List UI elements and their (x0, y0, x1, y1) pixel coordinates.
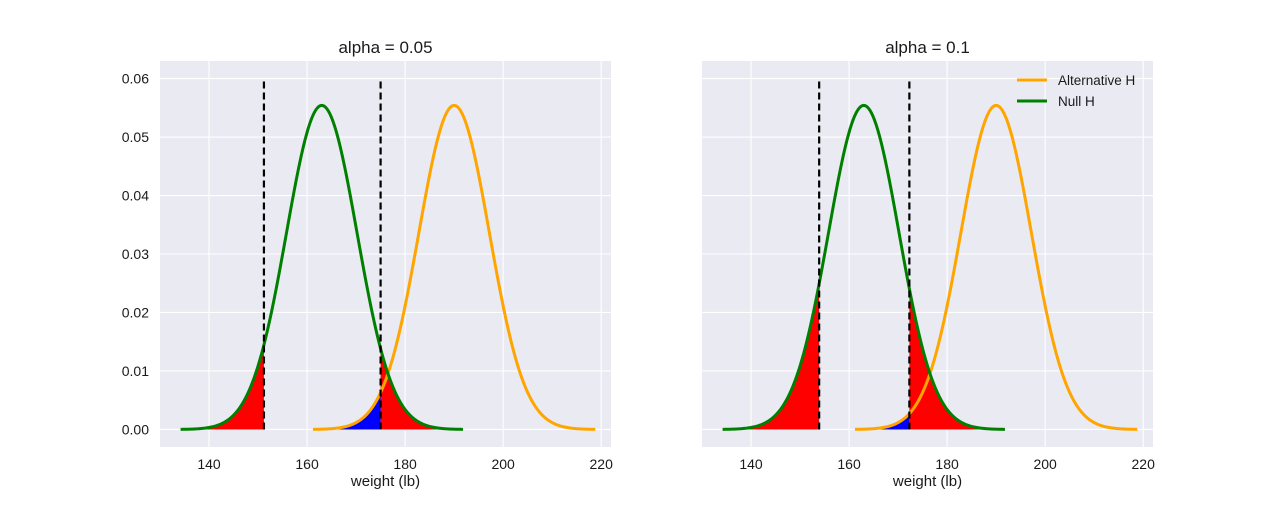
alpha-region-1 (722, 283, 820, 430)
x-tick-label: 140 (739, 456, 763, 472)
x-axis-label: weight (lb) (350, 473, 420, 490)
x-tick-label: 200 (491, 456, 515, 472)
plot-content (180, 78, 596, 431)
legend-label: Null H (1058, 94, 1095, 109)
x-tick-label: 140 (197, 456, 221, 472)
x-tick-label: 160 (837, 456, 861, 472)
y-tick-label: 0.03 (122, 246, 149, 262)
null-h-curve (722, 103, 1006, 431)
y-tick-label: 0.00 (122, 421, 149, 437)
y-tick-label: 0.01 (122, 363, 149, 379)
alpha-region-2 (909, 288, 1005, 430)
y-tick-label: 0.04 (122, 188, 149, 204)
x-tick-label: 220 (1132, 456, 1156, 472)
chart-panel-2: 140 160 180 200 220 alpha = 0.1 weight (lb) Alt… (702, 38, 1155, 490)
chart-title: alpha = 0.05 (338, 38, 432, 57)
alpha-region-1 (180, 344, 264, 430)
x-tick-label: 160 (295, 456, 319, 472)
x-tick-label: 220 (590, 456, 614, 472)
beta-region-3 (312, 392, 381, 430)
y-tick-label: 0.02 (122, 304, 149, 320)
null-h-curve (180, 103, 464, 431)
legend-label: Alternative H (1058, 73, 1135, 88)
y-tick-label: 0.06 (122, 71, 149, 87)
x-tick-label: 180 (935, 456, 959, 472)
x-axis-label: weight (lb) (892, 473, 962, 490)
alternative-h-curve (854, 103, 1138, 431)
plot-content (722, 78, 1138, 431)
alternative-h-curve (312, 103, 596, 431)
legend: Alternative H Null H (1017, 73, 1135, 109)
x-tick-label: 200 (1033, 456, 1057, 472)
y-tick-label: 0.05 (122, 129, 149, 145)
x-tick-label: 180 (393, 456, 417, 472)
chart-panel-1: 140 160 180 200 220 0.00 0.01 0.02 0.03 0.04 0.05 0… (122, 38, 613, 490)
beta-region-3 (854, 413, 910, 430)
chart-title: alpha = 0.1 (885, 38, 970, 57)
alpha-region-2 (380, 348, 463, 430)
